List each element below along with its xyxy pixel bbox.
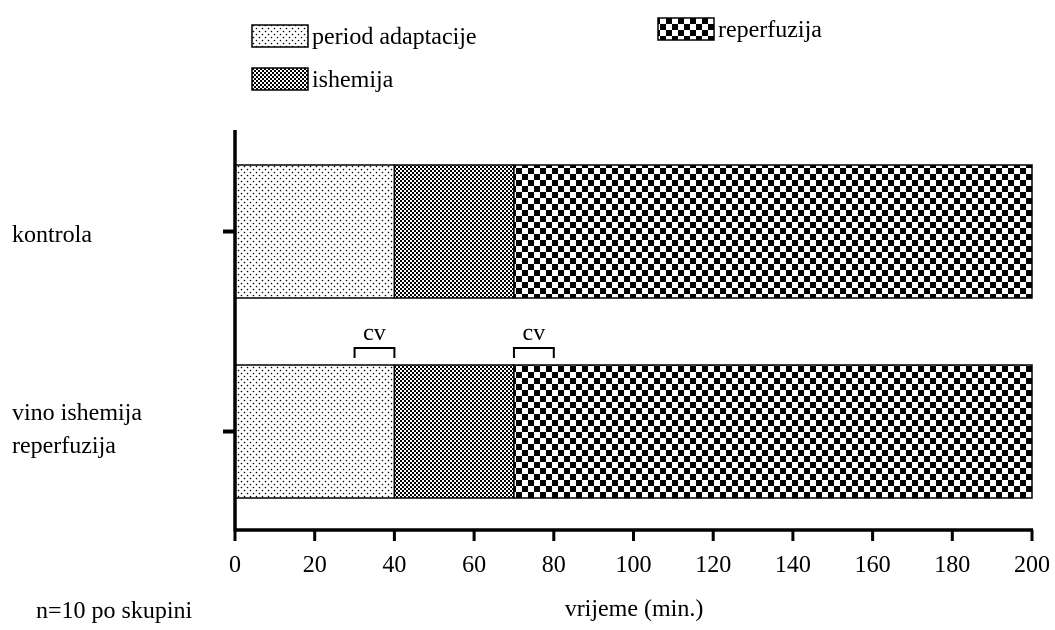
category-label-kontrola-line-1: kontrola (12, 222, 92, 248)
category-label-vino-ishemija-reperfuzija-line-1: vino ishemija (12, 400, 142, 426)
x-tick-label-100: 100 (616, 552, 652, 578)
bar-kontrola-ishemija (393, 164, 515, 299)
cv-bracket-2 (512, 347, 555, 358)
legend-swatch-period-adaptacije (251, 24, 309, 48)
cv-label-1: cv (363, 320, 386, 346)
cv-bracket-1 (353, 347, 396, 358)
legend-label-period-adaptacije: period adaptacije (312, 24, 477, 50)
bar-vino-ishemija-reperfuzija-ishemija (393, 364, 515, 499)
sample-size-note: n=10 po skupini (36, 598, 193, 624)
bars (234, 164, 1033, 499)
x-tick-label-180: 180 (934, 552, 970, 578)
bar-vino-ishemija-reperfuzija-period-adaptacije (234, 364, 396, 499)
axes: 0 20 40 60 80 100 120 140 160 180 200 (223, 130, 1050, 578)
x-tick-label-80: 80 (542, 552, 566, 578)
legend-swatch-reperfuzija (657, 17, 715, 41)
x-tick-label-20: 20 (303, 552, 327, 578)
legend-label-reperfuzija: reperfuzija (718, 17, 822, 43)
x-tick-label-140: 140 (775, 552, 811, 578)
legend-swatch-ishemija (251, 67, 309, 91)
x-tick-label-160: 160 (855, 552, 891, 578)
annotations: cv cv (353, 320, 555, 358)
legend: period adaptacije ishemija reperfuzija (251, 17, 822, 93)
x-axis-label: vrijeme (min.) (565, 596, 704, 622)
legend-label-ishemija: ishemija (312, 67, 394, 93)
cv-label-2: cv (523, 320, 546, 346)
bar-kontrola-reperfuzija (513, 164, 1033, 299)
x-tick-label-0: 0 (229, 552, 241, 578)
category-labels: kontrola vino ishemija reperfuzija (12, 222, 142, 459)
x-tick-label-60: 60 (462, 552, 486, 578)
x-tick-label-120: 120 (695, 552, 731, 578)
x-tick-label-200: 200 (1014, 552, 1050, 578)
x-tick-label-40: 40 (382, 552, 406, 578)
bar-kontrola-period-adaptacije (234, 164, 396, 299)
category-label-vino-ishemija-reperfuzija-line-2: reperfuzija (12, 433, 116, 459)
bar-vino-ishemija-reperfuzija-reperfuzija (513, 364, 1033, 499)
